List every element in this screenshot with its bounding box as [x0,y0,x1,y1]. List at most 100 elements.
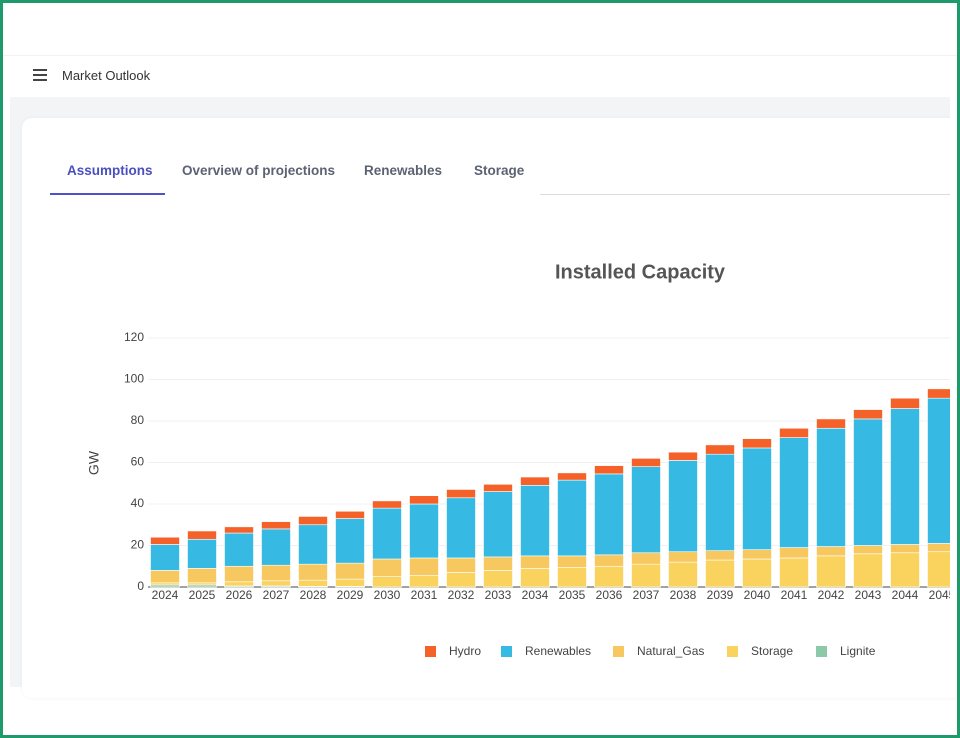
x-tick-label: 2035 [559,588,586,602]
bar-segment [446,497,476,559]
bar-segment [890,408,920,545]
x-tick-label: 2030 [374,588,401,602]
x-tick-label: 2043 [855,588,882,602]
legend-label: Lignite [840,644,876,658]
bar-segment [631,466,661,554]
bar-segment [594,554,624,567]
bar-segment [779,557,809,588]
bar-segment [520,555,550,569]
bar-segment [224,565,254,583]
y-tick-label: 100 [124,372,144,386]
bar-segment [187,530,217,540]
bar-segment [409,495,439,505]
edge [950,97,957,697]
bar-segment [557,472,587,481]
bar-segment [631,458,661,467]
bar-segment [890,397,920,409]
bar-segment [705,444,735,455]
bar-segment [890,552,920,588]
x-tick-label: 2029 [337,588,364,602]
y-tick-label: 60 [131,455,145,469]
bar-segment [853,553,883,588]
bar-segment [668,451,698,461]
legend-label: Hydro [449,644,481,658]
bar-segment [150,544,180,571]
bar-segment [446,557,476,573]
top-bar: Market Outlook [3,55,957,98]
menu-button[interactable] [33,69,47,81]
x-tick-label: 2031 [411,588,438,602]
x-tick-label: 2044 [892,588,919,602]
bar-segment [668,561,698,588]
bar-segment [409,575,439,588]
tab[interactable]: Renewables [364,163,443,178]
y-tick-label: 20 [131,538,145,552]
bar-segment [742,549,772,560]
bar-segment [705,550,735,561]
bar-segment [668,460,698,553]
bar-segment [150,584,180,588]
x-tick-label: 2040 [744,588,771,602]
bar-segment [779,427,809,438]
bar-segment [187,568,217,584]
bar-segment [594,465,624,475]
bar-segment [483,556,513,571]
legend-swatch [727,646,738,657]
bar-segment [631,563,661,588]
tab[interactable]: Assumptions [67,163,153,178]
bar-segment [557,555,587,568]
bar-segment [483,491,513,558]
x-tick-label: 2024 [152,588,179,602]
tab[interactable]: Overview of projections [182,163,336,178]
bar-segment [446,489,476,499]
bar-segment [705,453,735,551]
x-tick-label: 2026 [226,588,253,602]
x-tick-label: 2042 [818,588,845,602]
bar-segment [779,547,809,559]
bar-segment [816,555,846,588]
x-tick-label: 2039 [707,588,734,602]
bar-segment [853,409,883,420]
bar-segment [409,503,439,559]
x-tick-label: 2033 [485,588,512,602]
bar-segment [261,528,291,566]
y-tick-label: 80 [131,413,145,427]
x-tick-label: 2034 [522,588,549,602]
x-tick-label: 2037 [633,588,660,602]
bar-segment [557,566,587,588]
legend-label: Renewables [525,644,591,658]
bar-segment [224,526,254,534]
bar-segment [520,485,550,557]
legend-label: Storage [751,644,793,658]
bar-segment [150,582,180,586]
bar-segment [853,545,883,555]
bar-segment [594,565,624,588]
legend-swatch [501,646,512,657]
bar-segment [298,579,328,587]
y-tick-label: 120 [124,330,144,344]
x-tick-label: 2038 [670,588,697,602]
y-tick-label: 0 [137,579,144,593]
x-tick-label: 2027 [263,588,290,602]
bar-segment [261,580,291,587]
bar-segment [335,562,365,580]
bar-segment [224,581,254,587]
chart: Installed Capacity GW 020406080100120202… [86,261,957,658]
bar-segment [816,427,846,547]
x-tick-label: 2032 [448,588,475,602]
bar-segment [446,572,476,588]
bar-segment [557,479,587,557]
bar-segment [335,518,365,564]
x-tick-label: 2025 [189,588,216,602]
tab[interactable]: Storage [474,163,525,178]
bar-segment [483,570,513,588]
bar-segment [520,568,550,588]
bar-segment [779,437,809,548]
active-tab-indicator [50,193,165,195]
y-axis-label: GW [86,450,102,475]
bar-segment [372,500,402,509]
bar-segment [816,418,846,429]
bar-segment [372,576,402,588]
bar-segment [150,536,180,545]
